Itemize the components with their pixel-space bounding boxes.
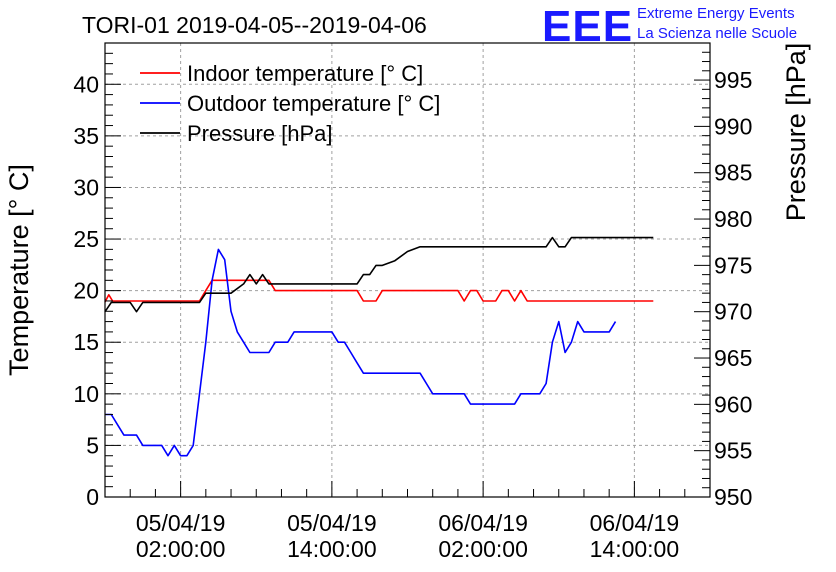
y-tick-label: 35 [73, 123, 99, 149]
x-tick-label-time: 14:00:00 [287, 536, 377, 562]
chart-title: TORI-01 2019-04-05--2019-04-06 [82, 12, 427, 38]
y-tick-label: 15 [73, 329, 99, 355]
x-tick-label-time: 02:00:00 [438, 536, 528, 562]
y-tick-label: 20 [73, 278, 99, 304]
legend: Indoor temperature [° C] Outdoor temperat… [140, 61, 440, 146]
series-line-2 [104, 236, 654, 313]
y-right-tick-label: 960 [714, 391, 752, 417]
y-tick-label: 40 [73, 71, 99, 97]
y-tick-label: 5 [86, 432, 99, 458]
y-right-tick-label: 995 [714, 67, 752, 93]
tick-labels: 0 5 10 15 20 25 30 35 40 950 955 960 965 970 975 980 985… [73, 67, 752, 562]
x-tick-label-date: 06/04/19 [590, 510, 680, 536]
legend-label-1: Outdoor temperature [° C] [187, 91, 440, 116]
x-tick-label-date: 05/04/19 [287, 510, 377, 536]
brand-line2: La Scienza nelle Scuole [637, 25, 797, 42]
eee-logo: EEE Extreme Energy Events La Scienza nel… [542, 2, 797, 51]
y-right-tick-label: 985 [714, 160, 752, 186]
legend-label-2: Pressure [hPa] [187, 121, 333, 146]
y-tick-label: 10 [73, 381, 99, 407]
series-lines [104, 236, 654, 457]
y-axis-right-title: Pressure [hPa] [781, 43, 811, 222]
y-tick-label: 25 [73, 226, 99, 252]
brand-line1: Extreme Energy Events [637, 5, 795, 22]
eee-logo-text: EEE [542, 2, 633, 51]
x-tick-label-date: 06/04/19 [438, 510, 528, 536]
y-right-tick-label: 955 [714, 438, 752, 464]
series-line-1 [105, 248, 617, 457]
x-tick-label-time: 02:00:00 [136, 536, 226, 562]
y-right-tick-label: 970 [714, 299, 752, 325]
y-tick-label: 30 [73, 174, 99, 200]
legend-label-0: Indoor temperature [° C] [187, 61, 423, 86]
y-right-tick-label: 980 [714, 206, 752, 232]
x-tick-label-date: 05/04/19 [136, 510, 226, 536]
y-axis-title: Temperature [° C] [4, 164, 34, 376]
axis-ticks [105, 51, 710, 498]
y-right-tick-label: 950 [714, 484, 752, 510]
y-right-tick-label: 965 [714, 345, 752, 371]
y-right-tick-label: 975 [714, 252, 752, 278]
x-tick-label-time: 14:00:00 [590, 536, 680, 562]
y-tick-label: 0 [86, 484, 99, 510]
series-line-0 [104, 279, 654, 303]
y-right-tick-label: 990 [714, 113, 752, 139]
